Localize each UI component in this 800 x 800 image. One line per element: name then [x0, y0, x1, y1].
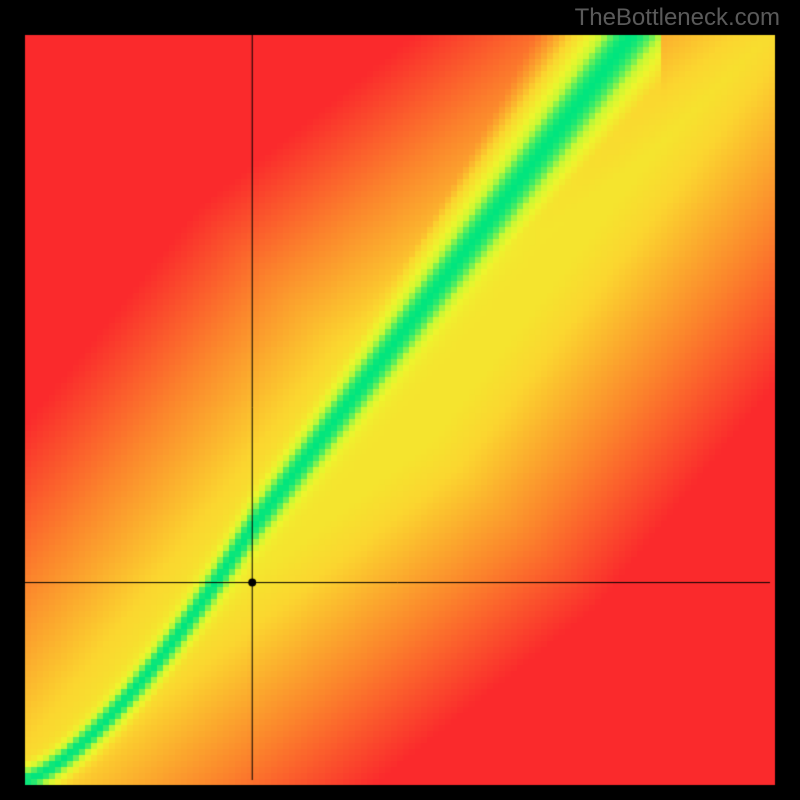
watermark-text: TheBottleneck.com	[575, 4, 780, 32]
chart-container: TheBottleneck.com	[0, 0, 800, 800]
bottleneck-heatmap	[0, 0, 800, 800]
